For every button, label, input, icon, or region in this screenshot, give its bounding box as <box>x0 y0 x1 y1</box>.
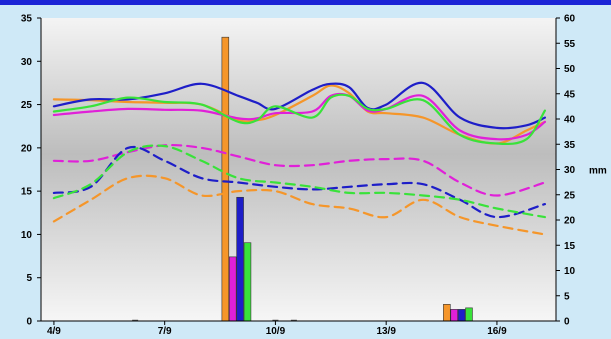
bar-0 <box>221 36 230 322</box>
y-left-tick-label-2: 10 <box>21 230 33 241</box>
bar-3 <box>243 242 252 322</box>
y-left-tick-label-7: 35 <box>21 14 33 25</box>
y-right-tick-label-4: 20 <box>564 216 576 227</box>
y-right-tick-label-0: 0 <box>564 317 570 328</box>
bar-4 <box>443 304 451 322</box>
lines-layer <box>52 81 546 236</box>
y-right-tick-label-3: 15 <box>564 241 576 252</box>
x-tick-label-3: 13/9 <box>376 326 396 337</box>
x-tick-label-1: 7/9 <box>158 326 172 337</box>
series-line-7 <box>52 174 546 236</box>
bar-7 <box>465 307 473 322</box>
y-left-tick-label-6: 30 <box>21 57 33 68</box>
y-left-tick-label-1: 5 <box>26 273 32 284</box>
top-border-strip <box>0 0 611 5</box>
plot-area <box>41 18 556 321</box>
bar-6 <box>457 309 466 322</box>
y-left-tick-label-4: 20 <box>21 143 33 154</box>
bar-1 <box>228 256 237 322</box>
series-line-5 <box>52 145 546 219</box>
x-tick-label-4: 16/9 <box>487 326 507 337</box>
y-right-tick-label-11: 55 <box>564 39 576 50</box>
bar-5 <box>450 309 458 322</box>
y-right-tick-label-2: 10 <box>564 266 576 277</box>
series-line-6 <box>52 144 546 219</box>
y-left-tick-label-0: 0 <box>26 317 32 328</box>
y-right-tick-label-8: 40 <box>564 115 576 126</box>
y-right-tick-label-7: 35 <box>564 140 576 151</box>
y-right-tick-label-10: 50 <box>564 64 576 75</box>
bar-2 <box>236 196 244 322</box>
x-tick-label-0: 4/9 <box>47 326 61 337</box>
x-tick-label-2: 10/9 <box>266 326 286 337</box>
y-right-tick-label-6: 30 <box>564 165 576 176</box>
y-right-tick-label-12: 60 <box>564 14 576 25</box>
series-line-2 <box>52 81 546 130</box>
series-line-3 <box>52 93 546 146</box>
y-left-tick-label-5: 25 <box>21 100 33 111</box>
y-right-tick-label-5: 25 <box>564 190 576 201</box>
y-left-tick-label-3: 15 <box>21 187 33 198</box>
y-right-tick-label-1: 5 <box>564 291 570 302</box>
y-right-tick-label-9: 45 <box>564 89 576 100</box>
series-line-1 <box>52 92 546 141</box>
axes-layer: 0 5 10 15 20 25 30 35 0 5 10 15 20 25 30 35 40 45 50 55 60 mm… <box>21 14 607 338</box>
y-right-unit-label: mm <box>589 166 607 177</box>
